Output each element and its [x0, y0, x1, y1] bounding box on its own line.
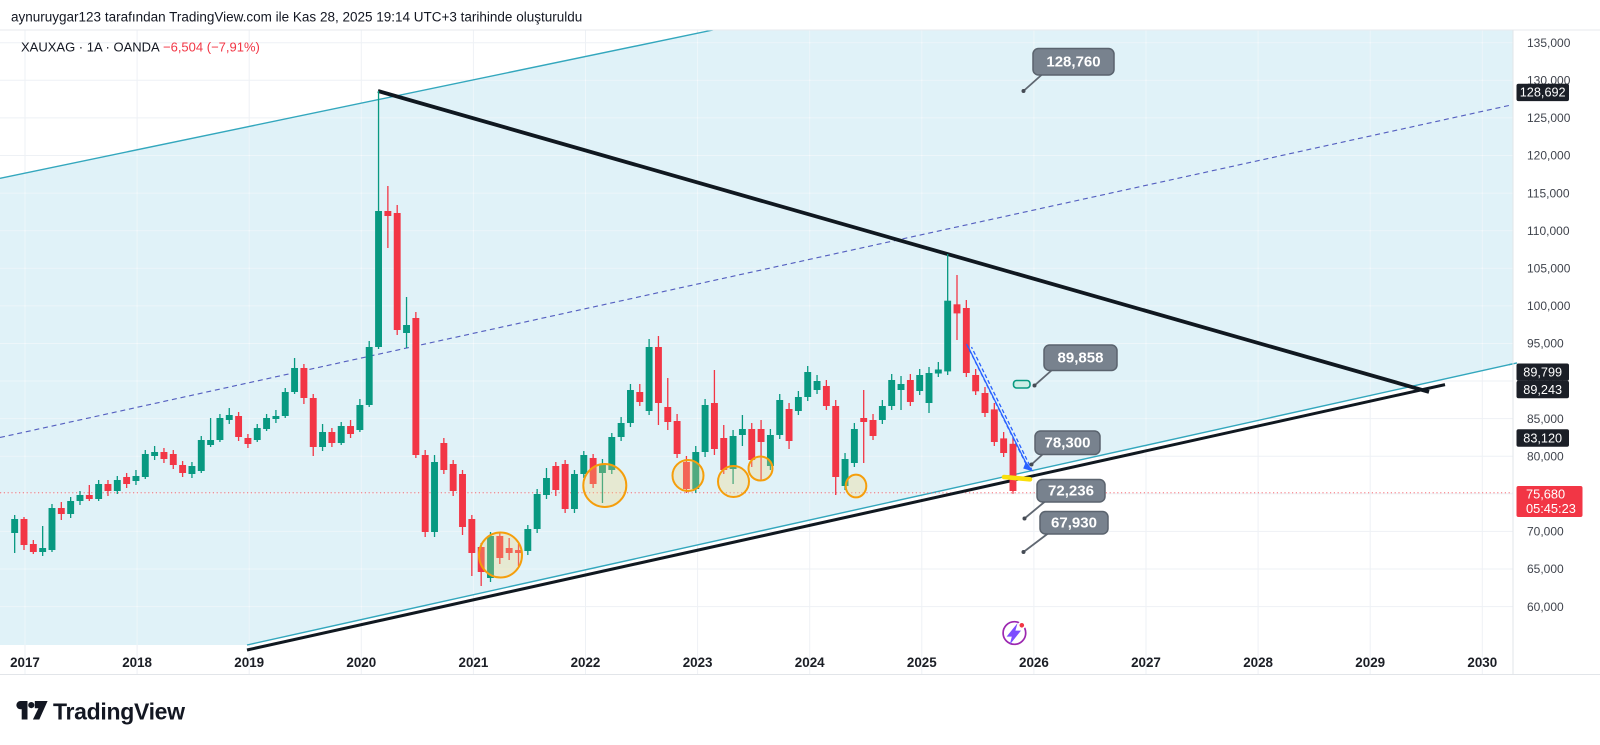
svg-text:2026: 2026: [1019, 655, 1049, 670]
svg-text:80,000: 80,000: [1527, 449, 1564, 463]
svg-text:89,858: 89,858: [1058, 349, 1104, 366]
svg-text:120,000: 120,000: [1527, 149, 1571, 163]
svg-text:2025: 2025: [907, 655, 937, 670]
svg-text:65,000: 65,000: [1527, 562, 1564, 576]
svg-text:2030: 2030: [1467, 655, 1497, 670]
svg-text:aynuruygar123 tarafından Tradi: aynuruygar123 tarafından TradingView.com…: [11, 10, 582, 25]
svg-text:110,000: 110,000: [1527, 224, 1570, 238]
svg-text:2023: 2023: [683, 655, 713, 670]
svg-text:2024: 2024: [795, 655, 825, 670]
svg-text:128,760: 128,760: [1046, 54, 1100, 71]
svg-text:2028: 2028: [1243, 655, 1273, 670]
svg-text:2020: 2020: [346, 655, 376, 670]
svg-text:135,000: 135,000: [1527, 36, 1571, 50]
svg-text:83,120: 83,120: [1523, 431, 1562, 445]
svg-text:89,799: 89,799: [1523, 366, 1562, 380]
svg-text:60,000: 60,000: [1527, 600, 1564, 614]
svg-text:TradingView: TradingView: [53, 699, 185, 725]
svg-text:100,000: 100,000: [1527, 299, 1571, 313]
svg-text:75,680: 75,680: [1526, 487, 1565, 502]
svg-text:2021: 2021: [459, 655, 489, 670]
svg-text:89,243: 89,243: [1523, 383, 1562, 397]
svg-text:2029: 2029: [1355, 655, 1385, 670]
svg-text:2019: 2019: [234, 655, 264, 670]
svg-text:XAUXAG · 1A · OANDA: XAUXAG · 1A · OANDA: [21, 40, 160, 55]
svg-text:78,300: 78,300: [1045, 434, 1091, 451]
svg-text:−6,504 (−7,91%): −6,504 (−7,91%): [163, 40, 260, 55]
svg-text:72,236: 72,236: [1048, 482, 1094, 499]
svg-text:05:45:23: 05:45:23: [1526, 501, 1576, 516]
svg-text:2027: 2027: [1131, 655, 1161, 670]
svg-text:67,930: 67,930: [1051, 515, 1097, 532]
svg-text:105,000: 105,000: [1527, 262, 1571, 276]
svg-text:2022: 2022: [571, 655, 601, 670]
svg-text:125,000: 125,000: [1527, 111, 1571, 125]
svg-text:115,000: 115,000: [1527, 186, 1570, 200]
svg-text:2017: 2017: [10, 655, 40, 670]
svg-text:70,000: 70,000: [1527, 525, 1564, 539]
svg-text:2018: 2018: [122, 655, 152, 670]
svg-text:95,000: 95,000: [1527, 337, 1564, 351]
svg-text:85,000: 85,000: [1527, 412, 1564, 426]
svg-text:128,692: 128,692: [1520, 86, 1566, 100]
